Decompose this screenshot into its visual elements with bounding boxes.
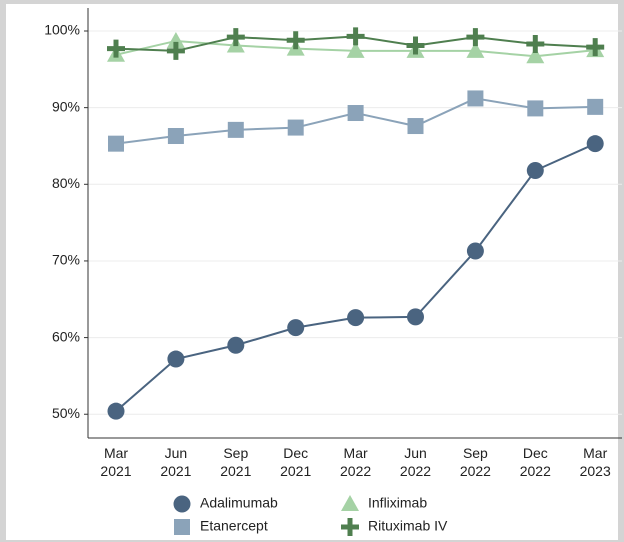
y-tick-label: 90% (52, 98, 80, 114)
x-tick-label: Dec 2022 (520, 445, 551, 479)
marker (526, 47, 545, 64)
x-tick-label: Sep 2021 (220, 445, 251, 479)
marker (347, 309, 365, 327)
marker (346, 41, 365, 58)
marker (527, 100, 544, 117)
marker (174, 519, 190, 535)
legend-label: Etanercept (200, 518, 268, 534)
marker (526, 161, 544, 179)
y-tick-label: 80% (52, 175, 80, 191)
marker (466, 242, 484, 260)
marker (166, 31, 185, 48)
marker (167, 128, 184, 145)
marker (586, 38, 605, 57)
legend-label: Rituximab IV (368, 518, 448, 534)
y-tick-label: 60% (52, 328, 80, 344)
marker (347, 105, 364, 122)
marker (467, 90, 484, 107)
marker (167, 350, 185, 368)
x-tick-label: Mar 2021 (100, 445, 131, 479)
marker (173, 495, 191, 513)
x-tick-label: Jun 2022 (400, 445, 431, 479)
marker (166, 41, 185, 60)
y-tick-label: 70% (52, 252, 80, 268)
marker (227, 121, 244, 138)
marker (466, 41, 485, 58)
marker (586, 135, 604, 153)
marker (526, 35, 545, 54)
marker (587, 98, 604, 115)
x-tick-label: Mar 2023 (580, 445, 611, 479)
x-tick-label: Mar 2022 (340, 445, 371, 479)
y-tick-label: 100% (44, 22, 80, 38)
marker (107, 39, 125, 58)
marker (341, 518, 359, 536)
marker (107, 402, 125, 420)
marker (466, 28, 485, 47)
marker (226, 28, 245, 47)
panel (6, 4, 618, 540)
marker (407, 118, 424, 135)
x-tick-label: Dec 2021 (280, 445, 311, 479)
marker (108, 135, 124, 152)
marker (287, 319, 305, 337)
marker (346, 27, 365, 46)
legend-label: Infliximab (368, 495, 427, 511)
marker (341, 495, 359, 511)
marker (286, 31, 305, 50)
y-tick-label: 50% (52, 405, 80, 421)
legend-label: Adalimumab (200, 495, 278, 511)
marker (406, 36, 425, 55)
marker (287, 119, 304, 136)
x-tick-label: Jun 2021 (160, 445, 191, 479)
marker (227, 336, 245, 354)
marker (407, 308, 424, 326)
x-tick-label: Sep 2022 (460, 445, 491, 479)
